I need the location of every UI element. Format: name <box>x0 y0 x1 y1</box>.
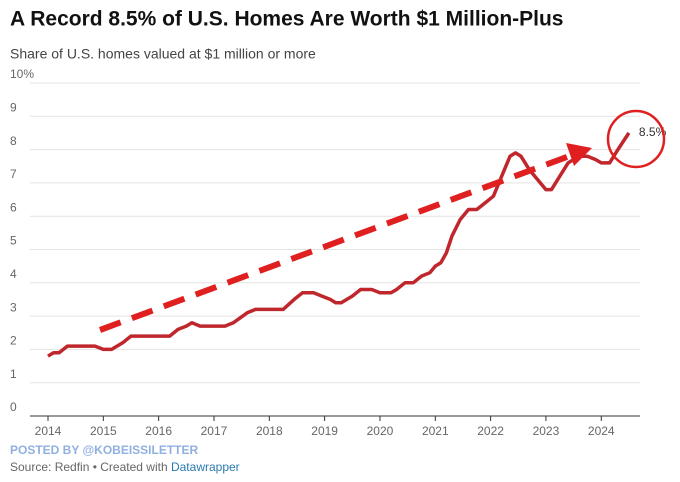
y-tick-label: 4 <box>10 267 17 281</box>
y-tick-label: 9 <box>10 100 17 114</box>
y-tick-label: 3 <box>10 300 17 314</box>
x-tick-label: 2018 <box>256 424 283 438</box>
source-link[interactable]: Datawrapper <box>171 460 240 474</box>
x-tick-label: 2015 <box>90 424 117 438</box>
y-tick-label: 5 <box>10 234 17 248</box>
x-tick-label: 2022 <box>477 424 504 438</box>
line <box>47 131 631 358</box>
chart-title: A Record 8.5% of U.S. Homes Are Worth $1… <box>10 8 564 31</box>
y-tick-label: 8 <box>10 134 17 148</box>
y-tick-label: 6 <box>10 200 17 214</box>
y-tick-label: 10% <box>10 67 34 81</box>
y-tick-label: 1 <box>10 367 17 381</box>
x-tick-label: 2020 <box>367 424 394 438</box>
x-tick-label: 2014 <box>35 424 62 438</box>
dashed-arrow <box>98 152 574 333</box>
x-tick-label: 2023 <box>533 424 560 438</box>
x-tick-label: 2016 <box>145 424 172 438</box>
value-label: 8.5% <box>639 125 667 139</box>
highlight-circle <box>606 109 666 169</box>
x-tick-label: 2017 <box>201 424 228 438</box>
arrow-head <box>566 143 592 166</box>
y-tick-label: 7 <box>10 167 17 181</box>
x-tick-label: 2019 <box>311 424 338 438</box>
y-tick-label: 0 <box>10 400 17 414</box>
plot: 0 1 2 3 4 5 6 7 8 9 10% 2014 2015 2016 2017 2018 2019 202… <box>10 67 667 438</box>
chart-subtitle: Share of U.S. homes valued at $1 million… <box>10 46 316 62</box>
annotation-arrow <box>98 143 592 333</box>
source-text: Source: Redfin • Created with <box>10 460 168 474</box>
posted-by: POSTED BY @KOBEISSILETTER <box>10 443 199 457</box>
y-tick-label: 2 <box>10 334 17 348</box>
x-tick-label: 2024 <box>588 424 615 438</box>
x-tick-label: 2021 <box>422 424 449 438</box>
source: Source: Redfin • Created with Datawrappe… <box>10 460 240 474</box>
